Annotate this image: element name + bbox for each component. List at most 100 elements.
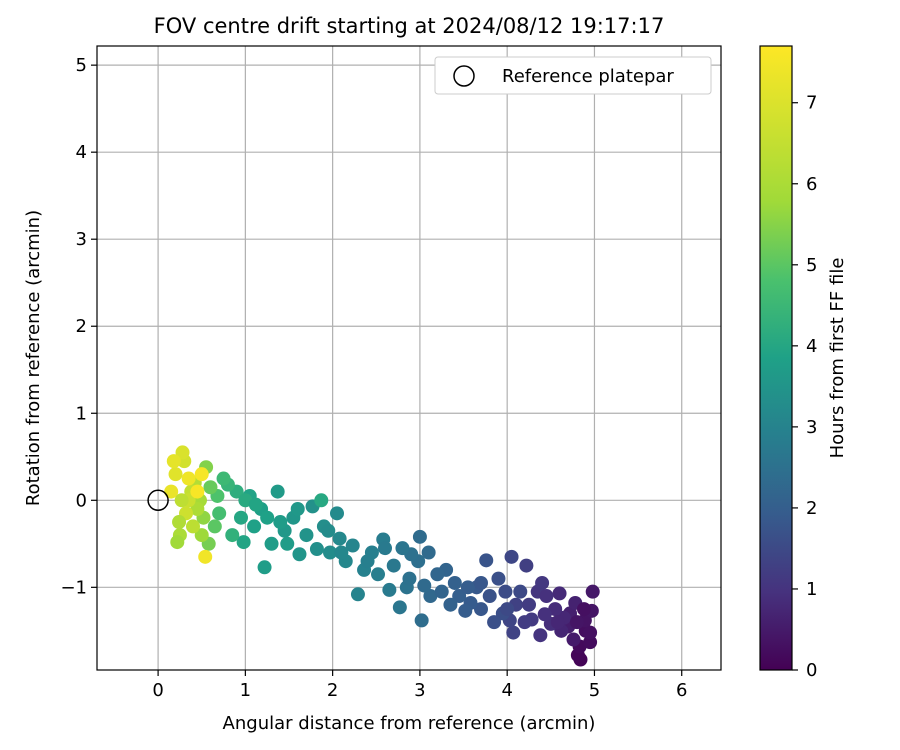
data-point bbox=[382, 582, 397, 597]
y-tick-label: 5 bbox=[76, 55, 87, 76]
data-point bbox=[537, 607, 552, 622]
data-point bbox=[535, 575, 550, 590]
data-point bbox=[190, 501, 205, 516]
data-point bbox=[181, 471, 196, 486]
colorbar-tick-label: 0 bbox=[806, 660, 817, 681]
data-point bbox=[513, 584, 528, 599]
y-tick-label: −1 bbox=[60, 577, 87, 598]
data-point bbox=[360, 554, 375, 569]
data-point bbox=[248, 497, 263, 512]
data-point bbox=[186, 519, 200, 534]
data-point bbox=[474, 602, 488, 617]
data-point bbox=[290, 501, 305, 516]
data-point bbox=[314, 493, 329, 508]
data-point bbox=[234, 510, 248, 525]
x-tick-label: 5 bbox=[589, 680, 600, 701]
data-point bbox=[238, 493, 253, 508]
y-tick-label: 4 bbox=[76, 142, 87, 163]
legend-box bbox=[434, 56, 712, 95]
data-point bbox=[270, 484, 285, 499]
colorbar-tick-label: 3 bbox=[806, 417, 817, 438]
data-point bbox=[583, 635, 598, 650]
data-point bbox=[506, 625, 521, 640]
data-point bbox=[378, 541, 392, 556]
colorbar-label: Hours from first FF file bbox=[827, 258, 848, 459]
data-point bbox=[299, 528, 314, 543]
reference-point bbox=[147, 489, 169, 512]
data-point bbox=[491, 571, 506, 586]
data-point bbox=[247, 519, 262, 534]
data-point bbox=[487, 615, 502, 630]
data-point bbox=[212, 506, 227, 521]
data-point bbox=[225, 528, 240, 543]
legend-marker bbox=[453, 65, 475, 87]
data-point bbox=[550, 615, 565, 630]
data-point bbox=[395, 541, 410, 556]
data-points bbox=[164, 445, 600, 667]
data-point bbox=[498, 584, 513, 599]
data-point bbox=[386, 558, 401, 573]
data-point bbox=[345, 538, 360, 553]
data-point bbox=[447, 575, 462, 590]
data-point bbox=[583, 625, 598, 640]
data-point bbox=[522, 597, 536, 612]
data-point bbox=[412, 529, 427, 544]
data-point bbox=[585, 584, 600, 599]
data-point bbox=[402, 571, 417, 586]
x-tick-label: 3 bbox=[414, 680, 425, 701]
data-point bbox=[371, 567, 386, 582]
data-point bbox=[570, 615, 584, 630]
x-tick-label: 6 bbox=[676, 680, 687, 701]
colorbar-ticks: 0 1 2 3 4 5 6 7 bbox=[792, 93, 817, 681]
colorbar-tick-label: 1 bbox=[806, 579, 817, 600]
colorbar-tick-label: 2 bbox=[806, 498, 817, 519]
colorbar: 0 1 2 3 4 5 6 7 Hours from first FF file bbox=[759, 45, 848, 681]
x-tick-label: 1 bbox=[240, 680, 251, 701]
data-point bbox=[533, 628, 548, 643]
data-point bbox=[280, 536, 295, 551]
y-tick-label: 2 bbox=[76, 316, 87, 337]
data-point bbox=[273, 515, 288, 530]
data-point bbox=[168, 467, 183, 482]
colorbar-tick-label: 6 bbox=[806, 174, 817, 195]
data-point bbox=[500, 602, 515, 617]
data-point bbox=[474, 575, 488, 590]
data-point bbox=[260, 510, 275, 525]
data-point bbox=[332, 531, 347, 546]
data-point bbox=[417, 578, 432, 593]
data-point bbox=[334, 545, 349, 560]
colorbar-tick-label: 7 bbox=[806, 93, 817, 114]
data-point bbox=[309, 542, 324, 557]
chart-title: FOV centre drift starting at 2024/08/12 … bbox=[154, 14, 665, 38]
data-point bbox=[207, 519, 222, 534]
data-point bbox=[174, 493, 189, 508]
data-point bbox=[460, 580, 475, 595]
x-axis-ticks: 0 1 2 3 4 5 6 bbox=[152, 670, 687, 701]
data-point bbox=[504, 549, 519, 564]
data-point bbox=[479, 553, 494, 568]
x-tick-label: 0 bbox=[152, 680, 163, 701]
data-point bbox=[430, 567, 445, 582]
data-point bbox=[434, 584, 449, 599]
y-tick-label: 3 bbox=[76, 229, 87, 250]
data-point bbox=[576, 602, 591, 617]
data-point bbox=[236, 535, 251, 550]
data-point bbox=[458, 603, 473, 618]
data-point bbox=[452, 589, 467, 604]
colorbar-gradient bbox=[759, 45, 793, 671]
data-point bbox=[330, 506, 344, 521]
data-point bbox=[321, 523, 336, 538]
legend: Reference platepar bbox=[434, 56, 712, 95]
data-point bbox=[194, 528, 209, 543]
data-point bbox=[264, 536, 279, 551]
data-point bbox=[194, 467, 209, 482]
y-axis-label: Rotation from reference (arcmin) bbox=[23, 210, 44, 506]
x-tick-label: 4 bbox=[501, 680, 512, 701]
data-point bbox=[566, 632, 581, 647]
data-point bbox=[216, 471, 231, 486]
colorbar-tick-label: 4 bbox=[806, 336, 817, 357]
data-point bbox=[164, 484, 179, 499]
data-point bbox=[203, 480, 218, 495]
x-tick-label: 2 bbox=[327, 680, 338, 701]
